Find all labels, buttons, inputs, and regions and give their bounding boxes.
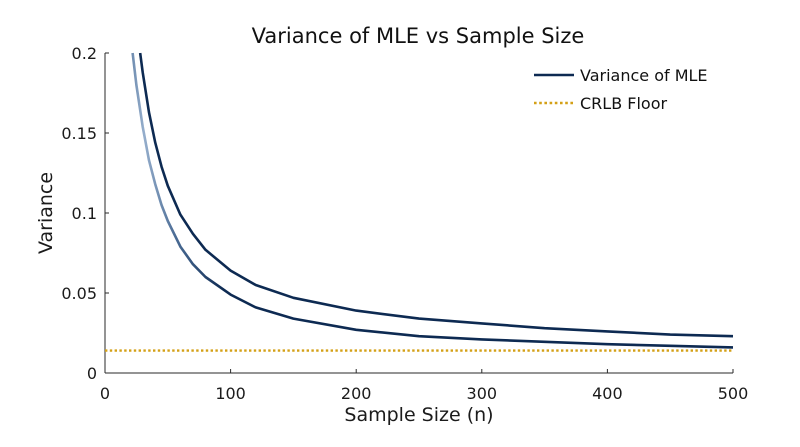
legend: Variance of MLE CRLB Floor (534, 66, 708, 113)
y-tick-label: 0 (87, 364, 97, 383)
legend-label-crlb: CRLB Floor (580, 94, 667, 113)
x-tick-labels: 0 100 200 300 400 500 (100, 384, 748, 403)
x-tick-label: 300 (467, 384, 498, 403)
y-axis-label: Variance (35, 172, 57, 254)
x-tick-label: 200 (341, 384, 372, 403)
series-lines (105, 52, 734, 352)
legend-label-variance: Variance of MLE (580, 66, 708, 85)
x-tick-label: 100 (215, 384, 246, 403)
tick-marks (104, 52, 734, 374)
x-tick-label: 0 (100, 384, 110, 403)
chart-title: Variance of MLE vs Sample Size (252, 24, 585, 48)
y-tick-label: 0.1 (72, 204, 97, 223)
y-tick-label: 0.15 (61, 124, 97, 143)
x-tick-label: 500 (718, 384, 749, 403)
variance-lower-line (131, 52, 734, 349)
plot-area (104, 52, 734, 374)
y-tick-labels: 0 0.05 0.1 0.15 0.2 (61, 44, 97, 383)
y-tick-label: 0.05 (61, 284, 97, 303)
y-tick-label: 0.2 (72, 44, 97, 63)
x-axis-label: Sample Size (n) (344, 404, 493, 426)
variance-upper-line (138, 52, 734, 338)
x-tick-label: 400 (592, 384, 623, 403)
